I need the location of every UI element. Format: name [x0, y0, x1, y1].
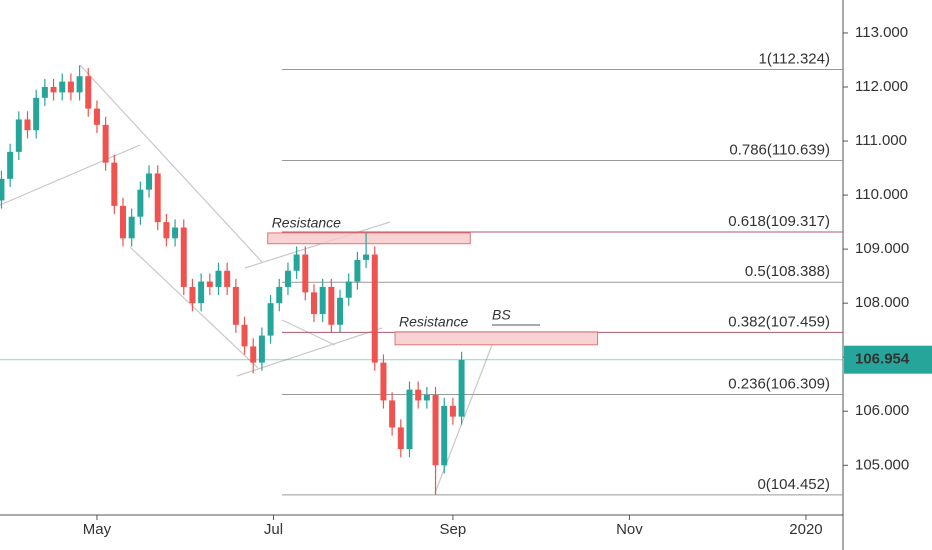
candle-body: [397, 427, 404, 450]
fib-label: 0.5(108.388): [745, 263, 830, 280]
candle-body: [319, 286, 326, 314]
candle-body: [163, 222, 170, 239]
candle-body: [198, 281, 205, 304]
y-tick-label: 113.000: [855, 24, 908, 41]
candle-body: [224, 270, 231, 287]
candle-body: [0, 178, 5, 201]
candle-body: [172, 227, 179, 239]
y-tick-label: 108.000: [855, 294, 909, 311]
candle-body: [267, 303, 274, 336]
candle-body: [250, 346, 257, 363]
y-tick-label: 105.000: [855, 456, 909, 473]
trend-lines: [0, 64, 493, 494]
candle-body: [284, 270, 291, 287]
candle-body: [189, 286, 196, 304]
candle-body: [59, 81, 66, 93]
candle-body: [441, 405, 448, 466]
candle-body: [406, 389, 413, 450]
candle-body: [415, 389, 422, 401]
y-tick-label: 106.000: [855, 402, 909, 419]
candle-body: [354, 259, 361, 282]
candle-body: [206, 281, 213, 287]
candle-body: [128, 216, 135, 239]
fib-label: 0(104.452): [757, 476, 830, 493]
candle-body: [458, 359, 465, 417]
candle-body: [423, 395, 430, 401]
x-tick-label: May: [83, 521, 112, 538]
candle-body: [215, 270, 222, 287]
candle-body: [93, 108, 100, 125]
y-tick-label: 111.000: [855, 132, 907, 149]
annotation: BS: [492, 307, 511, 323]
x-tick-label: 2020: [789, 521, 822, 538]
fib-label: 0.786(110.639): [729, 142, 830, 159]
candle-body: [85, 76, 92, 109]
last-price-label: 106.954: [855, 351, 910, 368]
candle-body: [24, 119, 31, 131]
fib-label: 1(112.324): [759, 50, 830, 67]
last-price-tag: [844, 345, 932, 374]
x-tick-label: Sep: [440, 521, 467, 538]
fib-label: 0.236(106.309): [728, 376, 830, 393]
y-tick-label: 112.000: [855, 78, 908, 95]
candle-body: [180, 227, 187, 287]
candle-body: [41, 87, 48, 98]
candle-body: [67, 81, 74, 93]
candle-body: [146, 173, 153, 190]
candle-body: [102, 124, 109, 163]
candle-body: [380, 362, 387, 401]
candle-body: [449, 405, 456, 417]
candle-body: [137, 189, 144, 217]
candle-body: [241, 324, 248, 347]
y-tick-label: 110.000: [855, 186, 908, 203]
x-tick-label: Nov: [616, 521, 643, 538]
y-tick-label: 109.000: [855, 240, 909, 257]
candle-body: [363, 254, 370, 260]
candle-body: [276, 286, 283, 304]
candle-body: [50, 87, 57, 93]
candle-body: [15, 119, 22, 152]
candle-body: [111, 162, 118, 206]
candle-body: [389, 400, 396, 428]
candle-body: [258, 335, 265, 363]
candle-body: [371, 254, 378, 363]
zone-label: Resistance: [272, 215, 341, 231]
candle-body: [7, 151, 14, 179]
candle-body: [119, 205, 126, 239]
resistance-zone: [394, 331, 599, 346]
candle-body: [302, 254, 309, 293]
candle-body: [345, 281, 352, 298]
zone-label: Resistance: [399, 314, 468, 330]
resistance-zone: [267, 232, 471, 245]
fib-label: 0.382(107.459): [728, 313, 830, 330]
candle-body: [232, 286, 239, 325]
candle-body: [328, 286, 335, 325]
candle-body: [432, 395, 439, 466]
candle-body: [310, 292, 317, 314]
x-tick-label: Jul: [264, 521, 283, 538]
candle-body: [76, 76, 83, 93]
candle-body: [337, 297, 344, 325]
fib-label: 0.618(109.317): [728, 213, 830, 230]
candle-body: [154, 173, 161, 223]
candle-body: [293, 254, 300, 271]
candle-body: [33, 97, 40, 131]
